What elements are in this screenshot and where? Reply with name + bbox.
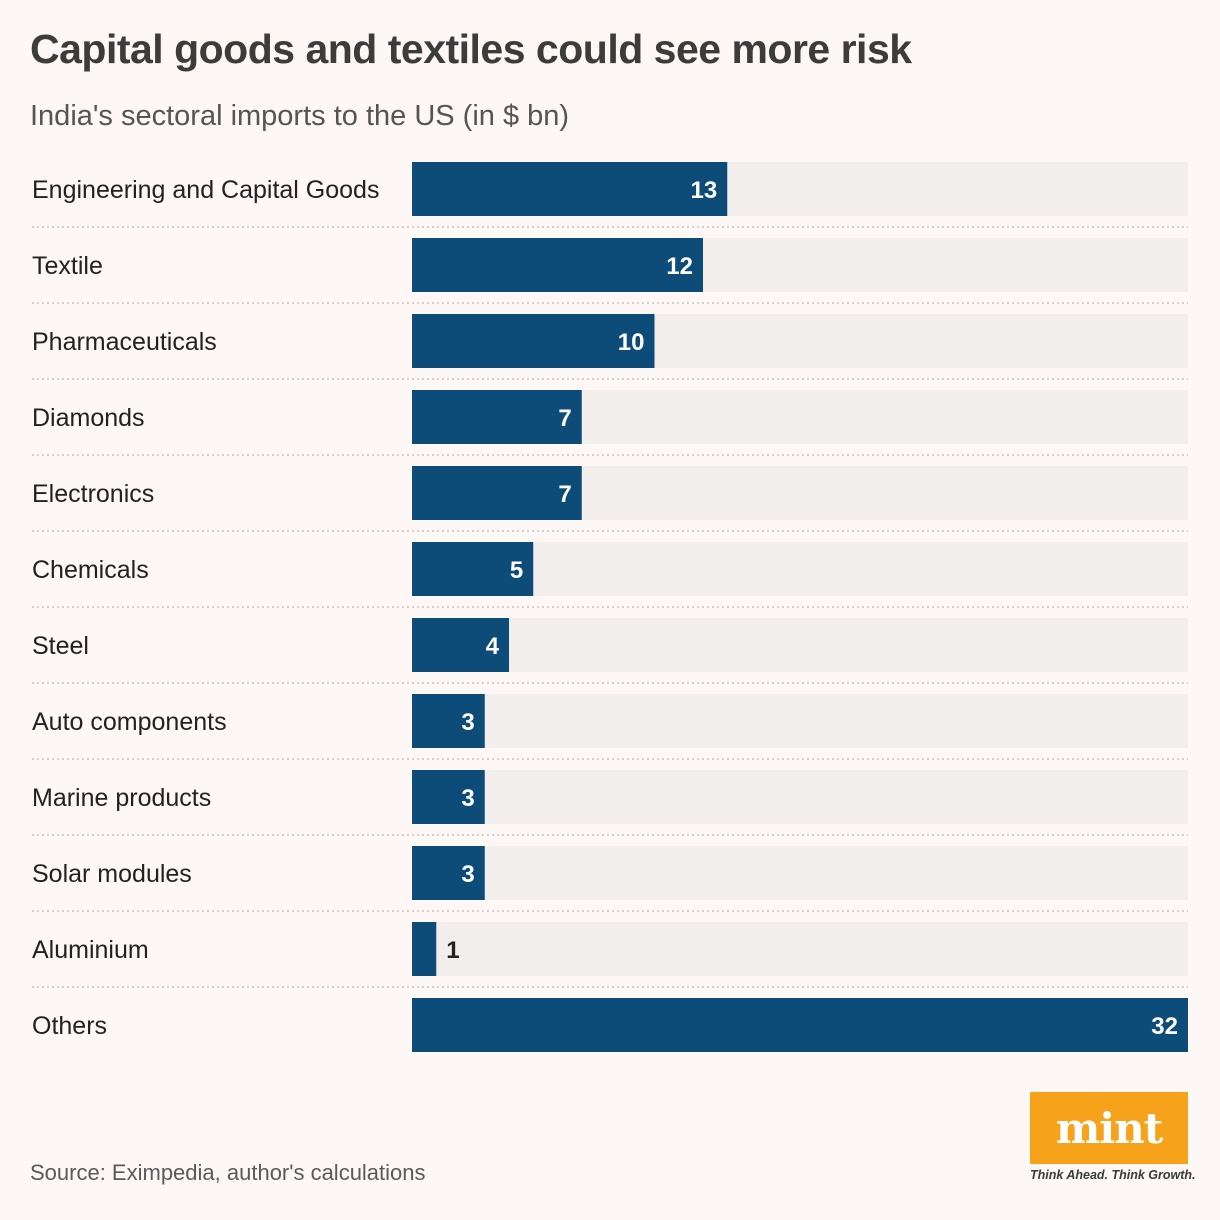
bar	[412, 694, 485, 748]
value-label: 3	[461, 861, 474, 888]
value-label: 5	[510, 557, 523, 584]
category-label: Solar modules	[32, 860, 192, 888]
bar-track	[412, 542, 1188, 596]
category-label: Aluminium	[32, 936, 149, 964]
bar	[412, 770, 485, 824]
bar	[412, 466, 582, 520]
value-label: 3	[461, 785, 474, 812]
category-label: Auto components	[32, 708, 227, 736]
bar	[412, 846, 485, 900]
category-label: Others	[32, 1012, 107, 1040]
category-label: Engineering and Capital Goods	[32, 176, 379, 204]
value-label: 1	[446, 937, 459, 964]
bar-track	[412, 770, 1188, 824]
category-label: Steel	[32, 632, 89, 660]
bar	[412, 162, 728, 216]
value-label: 32	[1151, 1013, 1178, 1040]
bar	[412, 998, 1188, 1052]
bar-track	[412, 618, 1188, 672]
value-label: 4	[486, 633, 500, 660]
bar	[412, 922, 437, 976]
bar	[412, 314, 655, 368]
mint-logo-text: mint	[1055, 1103, 1163, 1153]
logo-tagline: Think Ahead. Think Growth.	[1030, 1168, 1196, 1182]
value-label: 7	[558, 481, 571, 508]
category-label: Chemicals	[32, 556, 149, 584]
source-note: Source: Eximpedia, author's calculations	[30, 1160, 426, 1185]
category-label: Textile	[32, 252, 103, 280]
bar-track	[412, 922, 1188, 976]
bar	[412, 618, 509, 672]
category-label: Marine products	[32, 784, 211, 812]
bar	[412, 390, 582, 444]
bar	[412, 542, 534, 596]
mint-logo: mint	[1030, 1092, 1188, 1164]
category-label: Electronics	[32, 480, 154, 508]
value-label: 7	[558, 405, 571, 432]
chart-title: Capital goods and textiles could see mor…	[30, 26, 912, 72]
value-label: 3	[461, 709, 474, 736]
bar-track	[412, 694, 1188, 748]
chart-subtitle: India's sectoral imports to the US (in $…	[30, 100, 570, 132]
category-label: Pharmaceuticals	[32, 328, 217, 356]
bar	[412, 238, 703, 292]
value-label: 13	[691, 177, 718, 204]
value-label: 10	[618, 329, 645, 356]
value-label: 12	[666, 253, 693, 280]
category-label: Diamonds	[32, 404, 145, 432]
bar-track	[412, 846, 1188, 900]
